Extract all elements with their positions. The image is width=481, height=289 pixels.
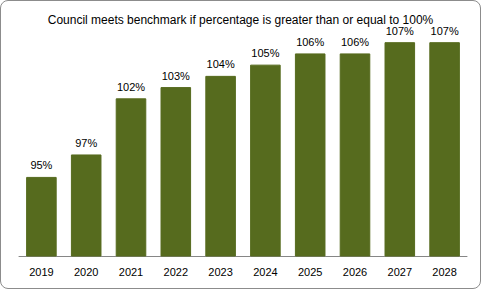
svg-text:2024: 2024 [253,266,277,278]
svg-text:105%: 105% [251,47,279,59]
svg-text:Council meets benchmark if per: Council meets benchmark if percentage is… [48,13,434,27]
svg-text:103%: 103% [162,70,190,82]
svg-text:2021: 2021 [119,266,143,278]
svg-text:2020: 2020 [74,266,98,278]
svg-text:2022: 2022 [164,266,188,278]
svg-text:97%: 97% [75,137,97,149]
svg-text:2028: 2028 [432,266,456,278]
svg-text:2019: 2019 [29,266,53,278]
svg-text:2026: 2026 [343,266,367,278]
svg-text:107%: 107% [385,24,414,37]
svg-text:95%: 95% [30,159,52,171]
svg-text:106%: 106% [341,36,369,48]
svg-text:107%: 107% [431,25,459,37]
svg-text:2023: 2023 [208,266,232,278]
svg-text:2027: 2027 [388,266,412,278]
svg-text:102%: 102% [117,81,145,93]
svg-text:104%: 104% [207,58,235,70]
svg-text:2025: 2025 [298,266,322,278]
svg-text:106%: 106% [296,36,324,48]
